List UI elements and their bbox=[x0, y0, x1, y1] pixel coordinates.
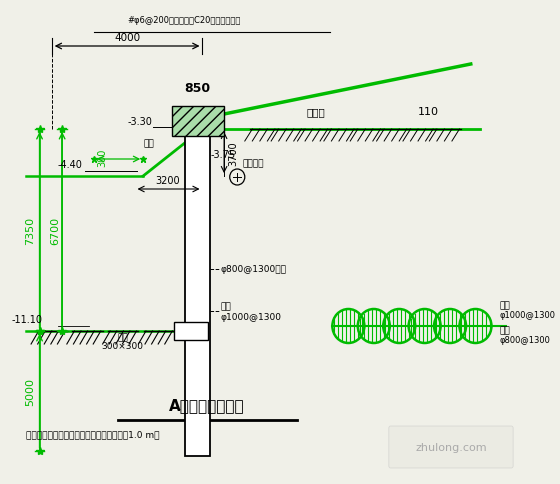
Text: #φ6@200钢筋网，喷C20混凝土钢喷面: #φ6@200钢筋网，喷C20混凝土钢喷面 bbox=[127, 16, 240, 25]
Text: 笔家路: 笔家路 bbox=[306, 107, 325, 117]
Text: φ800@1300: φ800@1300 bbox=[499, 335, 550, 344]
Bar bbox=[185, 110, 210, 456]
Text: 钢板: 钢板 bbox=[143, 139, 154, 148]
Text: 补锚: 补锚 bbox=[499, 325, 510, 334]
Text: 300×300: 300×300 bbox=[101, 341, 143, 350]
Text: 300: 300 bbox=[97, 149, 108, 167]
Text: φ800@1300补桩: φ800@1300补桩 bbox=[220, 265, 286, 274]
Bar bbox=[172, 107, 224, 136]
Text: -3.75: -3.75 bbox=[211, 150, 236, 160]
Text: A区基坑支护剖面: A区基坑支护剖面 bbox=[169, 397, 245, 412]
Text: 坡气放坡: 坡气放坡 bbox=[243, 159, 264, 167]
Text: 初锚: 初锚 bbox=[499, 301, 510, 309]
Text: 110: 110 bbox=[418, 107, 439, 117]
Text: 6700: 6700 bbox=[50, 216, 60, 244]
Text: 主桩: 主桩 bbox=[220, 302, 231, 311]
Text: φ1000@1300: φ1000@1300 bbox=[499, 310, 555, 319]
Bar bbox=[174, 322, 208, 340]
Text: 腰梁: 腰梁 bbox=[117, 333, 128, 341]
Text: 7350: 7350 bbox=[25, 216, 35, 244]
Text: 注：止水帷幕范围内砂卵石层置入钢桩土层1.0 m。: 注：止水帷幕范围内砂卵石层置入钢桩土层1.0 m。 bbox=[26, 429, 160, 438]
Text: -4.40: -4.40 bbox=[58, 160, 83, 170]
Text: -11.10: -11.10 bbox=[11, 314, 43, 324]
Text: 3200: 3200 bbox=[155, 176, 180, 186]
Text: 5000: 5000 bbox=[25, 377, 35, 405]
FancyBboxPatch shape bbox=[389, 426, 513, 468]
Text: zhulong.com: zhulong.com bbox=[415, 442, 487, 452]
Text: 4000: 4000 bbox=[114, 33, 140, 43]
Text: φ1000@1300: φ1000@1300 bbox=[220, 312, 281, 321]
Text: 850: 850 bbox=[185, 82, 211, 95]
Text: 3700: 3700 bbox=[229, 141, 239, 166]
Text: -3.30: -3.30 bbox=[128, 117, 152, 127]
